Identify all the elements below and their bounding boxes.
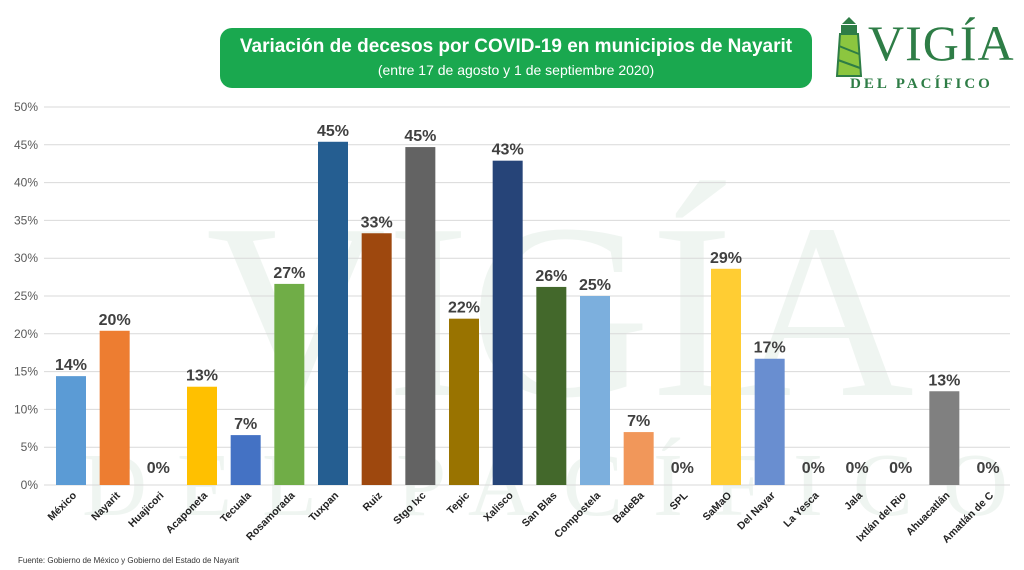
- bar: [623, 432, 654, 485]
- title-banner: Variación de decesos por COVID-19 en mun…: [220, 28, 812, 88]
- data-label: 33%: [361, 214, 393, 231]
- source-note: Fuente: Gobierno de México y Gobierno de…: [18, 556, 240, 565]
- data-label: 0%: [671, 460, 694, 477]
- y-tick-label: 10%: [14, 402, 38, 416]
- lighthouse-icon: [835, 17, 863, 77]
- data-label: 45%: [404, 128, 436, 145]
- bar: [187, 386, 217, 485]
- logo-subtitle: DEL PACÍFICO: [850, 76, 993, 92]
- logo-word: VIGÍA: [868, 15, 1015, 71]
- bar: [536, 286, 567, 485]
- chart-subtitle: (entre 17 de agosto y 1 de septiembre 20…: [377, 62, 655, 78]
- bar: [580, 296, 610, 485]
- data-label: 20%: [99, 312, 131, 329]
- data-label: 29%: [710, 250, 742, 267]
- data-label: 0%: [802, 460, 825, 477]
- bar: [56, 376, 86, 485]
- bar: [492, 160, 523, 485]
- y-tick-label: 15%: [14, 365, 38, 379]
- data-label: 13%: [928, 372, 960, 389]
- y-tick-label: 25%: [14, 289, 38, 303]
- data-label: 14%: [55, 357, 87, 374]
- data-label: 27%: [273, 265, 305, 282]
- logo: VIGÍA DEL PACÍFICO: [832, 14, 1015, 96]
- y-tick-label: 30%: [14, 251, 38, 265]
- data-label: 43%: [492, 142, 524, 159]
- bar: [711, 268, 741, 485]
- bar: [318, 141, 348, 485]
- data-label: 13%: [186, 368, 218, 385]
- bar: [230, 435, 261, 485]
- bar: [405, 147, 436, 485]
- bar: [274, 283, 305, 485]
- data-label: 7%: [234, 416, 257, 433]
- data-label: 0%: [976, 460, 999, 477]
- x-tick-label: México: [45, 490, 79, 524]
- y-tick-label: 45%: [14, 138, 38, 152]
- bar: [99, 330, 130, 485]
- data-label: 0%: [889, 460, 912, 477]
- data-label: 26%: [535, 268, 567, 285]
- data-label: 17%: [754, 340, 786, 357]
- y-tick-label: 5%: [21, 440, 39, 454]
- bar: [754, 358, 785, 485]
- data-label: 7%: [627, 413, 650, 430]
- data-label: 45%: [317, 123, 349, 140]
- y-tick-label: 50%: [14, 100, 38, 114]
- bar: [929, 391, 960, 485]
- data-label: 0%: [845, 460, 868, 477]
- data-label: 0%: [147, 460, 170, 477]
- y-tick-label: 35%: [14, 213, 38, 227]
- y-tick-label: 0%: [21, 478, 39, 492]
- data-label: 25%: [579, 277, 611, 294]
- data-label: 22%: [448, 300, 480, 317]
- y-tick-label: 20%: [14, 327, 38, 341]
- bar: [361, 233, 392, 485]
- bar: [449, 318, 479, 485]
- chart-title: Variación de decesos por COVID-19 en mun…: [239, 36, 793, 57]
- y-tick-label: 40%: [14, 176, 38, 190]
